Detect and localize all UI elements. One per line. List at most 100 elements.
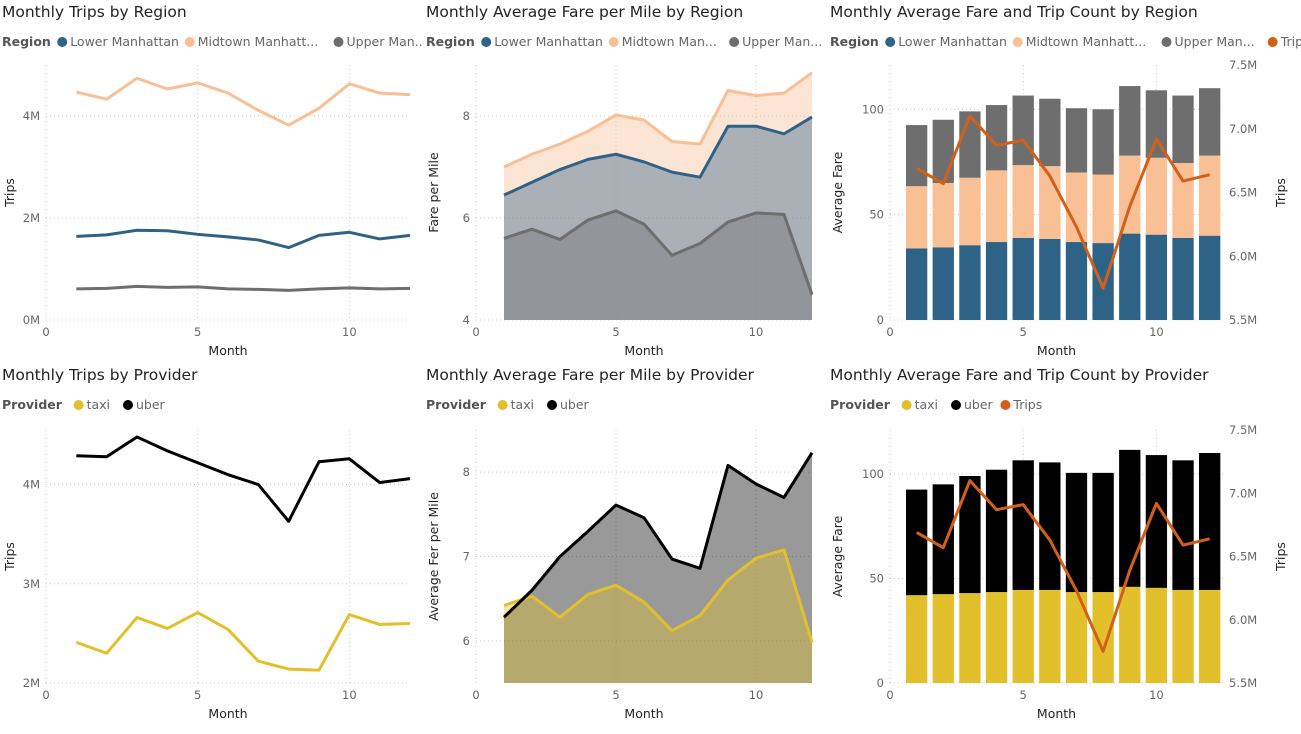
bar-lower-manhattan [1119,233,1141,320]
legend-title: Provider [830,397,891,412]
bar-uber [1119,449,1141,587]
bar-midtown-manhattan [959,177,981,246]
series-line-midtown-manhattan [75,76,411,127]
bar-upper-manhattan [905,125,928,187]
bar-upper-manhattan [932,119,954,184]
x-tick-label: 0 [886,325,893,339]
y2-tick-label: 7.5M [1229,58,1257,72]
bar-midtown-manhattan [1145,157,1168,235]
legend-marker-uber [547,400,557,410]
bar-uber [905,489,928,596]
y-tick-label: 6 [463,211,470,225]
x-axis-label: Month [1037,343,1076,358]
legend-marker-upper-man [333,37,344,47]
y-tick-label: 4M [23,478,40,492]
chart-trips-by-provider: Monthly Trips by Provider Provider taxi ube… [2,366,411,721]
bar-taxi [1199,589,1221,683]
bar-midtown-manhattan [905,186,928,249]
legend-label-uber: uber [964,397,994,412]
y-tick-label: 6 [463,634,470,648]
x-axis-label: Month [1037,706,1076,721]
y-tick-label: 100 [862,467,884,481]
y-tick-label: 50 [869,208,884,222]
bar-taxi [1172,589,1194,683]
bar-lower-manhattan [1065,242,1088,320]
bar-lower-manhattan [932,247,954,320]
chart-fare-and-trips-by-region: Monthly Average Fare and Trip Count by R… [830,3,1301,358]
bar-upper-manhattan [1119,86,1141,156]
series-area-lower-manhattan [504,117,812,321]
chart-title: Monthly Average Fare per Mile by Provide… [426,366,755,384]
bar-upper-manhattan [1039,98,1061,167]
bar-midtown-manhattan [1092,174,1114,244]
bar-upper-manhattan [1145,90,1168,158]
bar-taxi [1012,589,1034,683]
legend-label-taxi: taxi [915,397,938,412]
legend-title: Provider [426,397,487,412]
series-line-uber [76,435,411,523]
panel-fare-and-trips-by-provider: Monthly Average Fare and Trip Count by P… [828,363,1301,730]
x-tick-label: 5 [612,325,619,339]
y2-tick-label: 6.0M [1229,613,1257,627]
x-tick-label: 0 [472,325,479,339]
bar-uber [1199,453,1221,590]
x-axis-label: Month [624,706,663,721]
bar-upper-manhattan [1012,95,1034,166]
bar-uber [1092,472,1114,593]
legend-label-uber: uber [136,397,166,412]
panel-fare-per-mile-by-provider: Monthly Average Fare per Mile by Provide… [424,363,828,730]
bar-lower-manhattan [905,248,928,320]
y-tick-label: 8 [463,109,470,123]
y-axis-label: Trips [2,542,17,572]
series-line-lower-manhattan [503,115,813,197]
bar-taxi [1039,589,1061,683]
x-axis-label: Month [624,343,663,358]
panel-trips-by-provider: Monthly Trips by Provider Provider taxi ube… [0,363,424,730]
legend-marker-midtown-manhatt [1012,37,1023,47]
y2-tick-label: 7.0M [1229,122,1257,136]
y-tick-label: 0M [23,313,40,327]
bar-lower-manhattan [1092,243,1114,320]
x-tick-label: 10 [342,325,357,339]
bar-lower-manhattan [1012,237,1034,320]
bar-lower-manhattan [1172,237,1194,320]
legend-marker-upper-man [1161,37,1172,47]
bar-lower-manhattan [959,245,981,320]
bar-uber [1012,460,1034,590]
bar-taxi [1145,587,1168,683]
series-line-taxi [503,548,814,643]
chart-title: Monthly Trips by Provider [2,366,198,384]
bar-upper-manhattan [1172,95,1194,163]
series-line-upper-manhattan [503,209,814,295]
x-tick-label: 10 [749,325,764,339]
legend-marker-upper-man [729,37,740,47]
legend-marker-trips [1000,400,1011,410]
legend-label-taxi: taxi [511,397,534,412]
legend-marker-uber [951,400,961,410]
bar-midtown-manhattan [1065,172,1088,243]
x-tick-label: 0 [42,688,49,702]
legend-marker-taxi [73,400,84,410]
y2-axis-label: Trips [1273,178,1288,208]
y-axis-label: Average Fare [830,515,845,597]
y-tick-label: 2M [23,211,40,225]
legend-marker-lower-manhattan [885,37,896,47]
chart-fare-per-mile-by-provider: Monthly Average Fare per Mile by Provide… [426,366,814,721]
series-line-uber [502,451,814,619]
y-tick-label: 3M [23,577,40,591]
x-tick-label: 10 [342,688,357,702]
series-area-upper-manhattan [504,210,812,320]
y-axis-label: Trips [2,178,17,208]
x-tick-label: 5 [1020,688,1027,702]
legend-label-lower-manhattan: Lower Manhattan [898,34,1007,49]
y2-tick-label: 6.5M [1229,186,1257,200]
x-axis-label: Month [208,706,247,721]
series-area-taxi [504,549,812,683]
bar-taxi [1065,592,1088,683]
bar-upper-manhattan [985,105,1008,171]
legend-label-midtown-manhatt: Midtown Manhatt... [198,34,319,49]
legend-label-trips: Trips [1280,34,1301,49]
series-line-taxi [75,611,411,672]
legend-label-upper-man: Upper Man... [742,34,822,49]
